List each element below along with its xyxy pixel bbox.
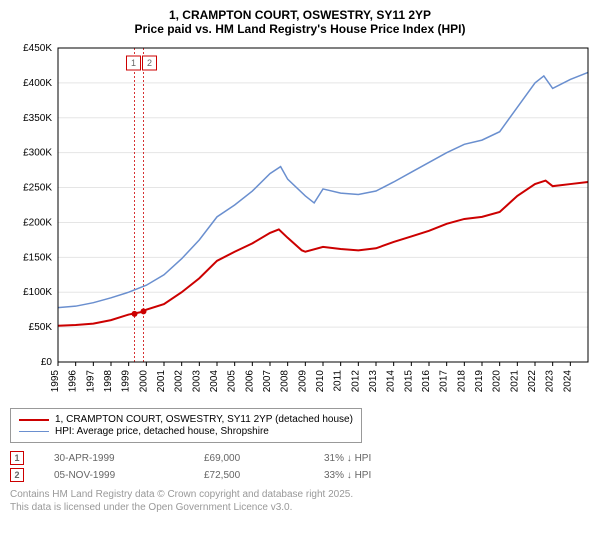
x-tick-label: 2020 [492,370,503,393]
attribution-line2: This data is licensed under the Open Gov… [10,501,590,514]
x-tick-label: 2023 [545,370,556,393]
x-tick-label: 2008 [280,370,291,393]
line-chart: £0 £50K £100K £150K £200K £250K £300K £350K £400… [10,42,590,402]
chart-svg: £0 £50K £100K £150K £200K £250K £300K £350K £400… [10,42,590,402]
x-tick-label: 2014 [386,370,397,393]
event-date: 05-NOV-1999 [54,470,174,481]
x-tick-label: 2004 [209,370,220,393]
legend-swatch [19,419,49,421]
attribution-line1: Contains HM Land Registry data © Crown c… [10,488,590,501]
x-tick-label: 2010 [315,370,326,393]
x-tick-label: 2012 [350,370,361,393]
legend-row: 1, CRAMPTON COURT, OSWESTRY, SY11 2YP (d… [19,414,353,425]
event-marker-box: 2 [10,468,24,482]
x-tick-label: 2022 [527,370,538,393]
x-tick-label: 2003 [191,370,202,393]
y-tick-label: £200K [23,217,52,228]
x-tick-label: 2001 [156,370,167,393]
legend-row: HPI: Average price, detached house, Shro… [19,426,353,437]
event-row: 1 30-APR-1999 £69,000 31% ↓ HPI [10,451,590,465]
event-diff: 31% ↓ HPI [324,453,424,464]
y-tick-label: £150K [23,252,52,263]
x-tick-label: 2000 [138,370,149,393]
legend-label: 1, CRAMPTON COURT, OSWESTRY, SY11 2YP (d… [55,414,353,425]
legend-label: HPI: Average price, detached house, Shro… [55,426,269,437]
y-tick-label: £100K [23,287,52,298]
event-price: £72,500 [204,470,294,481]
x-tick-label: 2002 [174,370,185,393]
x-tick-label: 2024 [562,370,573,393]
x-tick-label: 2011 [333,370,344,392]
series-price_paid [58,181,588,326]
event-price: £69,000 [204,453,294,464]
y-tick-label: £300K [23,148,52,159]
x-tick-label: 2017 [439,370,450,393]
y-tick-label: £50K [29,322,53,333]
y-tick-label: £400K [23,78,52,89]
x-tick-label: 1996 [68,370,79,393]
y-tick-label: £450K [23,43,52,54]
y-tick-label: £250K [23,183,52,194]
chart-title-sub: Price paid vs. HM Land Registry's House … [10,22,590,36]
y-tick-label: £350K [23,113,52,124]
chart-title-block: 1, CRAMPTON COURT, OSWESTRY, SY11 2YP Pr… [10,8,590,36]
x-tick-label: 1998 [103,370,114,393]
x-tick-label: 2007 [262,370,273,393]
legend: 1, CRAMPTON COURT, OSWESTRY, SY11 2YP (d… [10,408,362,443]
x-tick-label: 2015 [403,370,414,393]
series-hpi [58,72,588,307]
chart-title-main: 1, CRAMPTON COURT, OSWESTRY, SY11 2YP [10,8,590,22]
event-diff: 33% ↓ HPI [324,470,424,481]
attribution: Contains HM Land Registry data © Crown c… [10,488,590,514]
legend-swatch [19,431,49,432]
x-tick-label: 1995 [50,370,61,393]
x-tick-label: 1999 [121,370,132,393]
x-tick-label: 2009 [297,370,308,393]
event-date: 30-APR-1999 [54,453,174,464]
x-tick-label: 2006 [244,370,255,393]
event-row: 2 05-NOV-1999 £72,500 33% ↓ HPI [10,468,590,482]
x-tick-label: 2019 [474,370,485,393]
x-tick-label: 1997 [85,370,96,393]
event-marker-box: 1 [10,451,24,465]
x-tick-label: 2021 [509,370,520,393]
y-tick-label: £0 [41,357,53,368]
event-marker-label: 2 [147,58,152,68]
events-table: 1 30-APR-1999 £69,000 31% ↓ HPI 2 05-NOV-1999… [10,451,590,482]
x-tick-label: 2005 [227,370,238,393]
x-tick-label: 2016 [421,370,432,393]
event-marker-label: 1 [131,58,136,68]
x-tick-label: 2013 [368,370,379,393]
x-tick-label: 2018 [456,370,467,393]
